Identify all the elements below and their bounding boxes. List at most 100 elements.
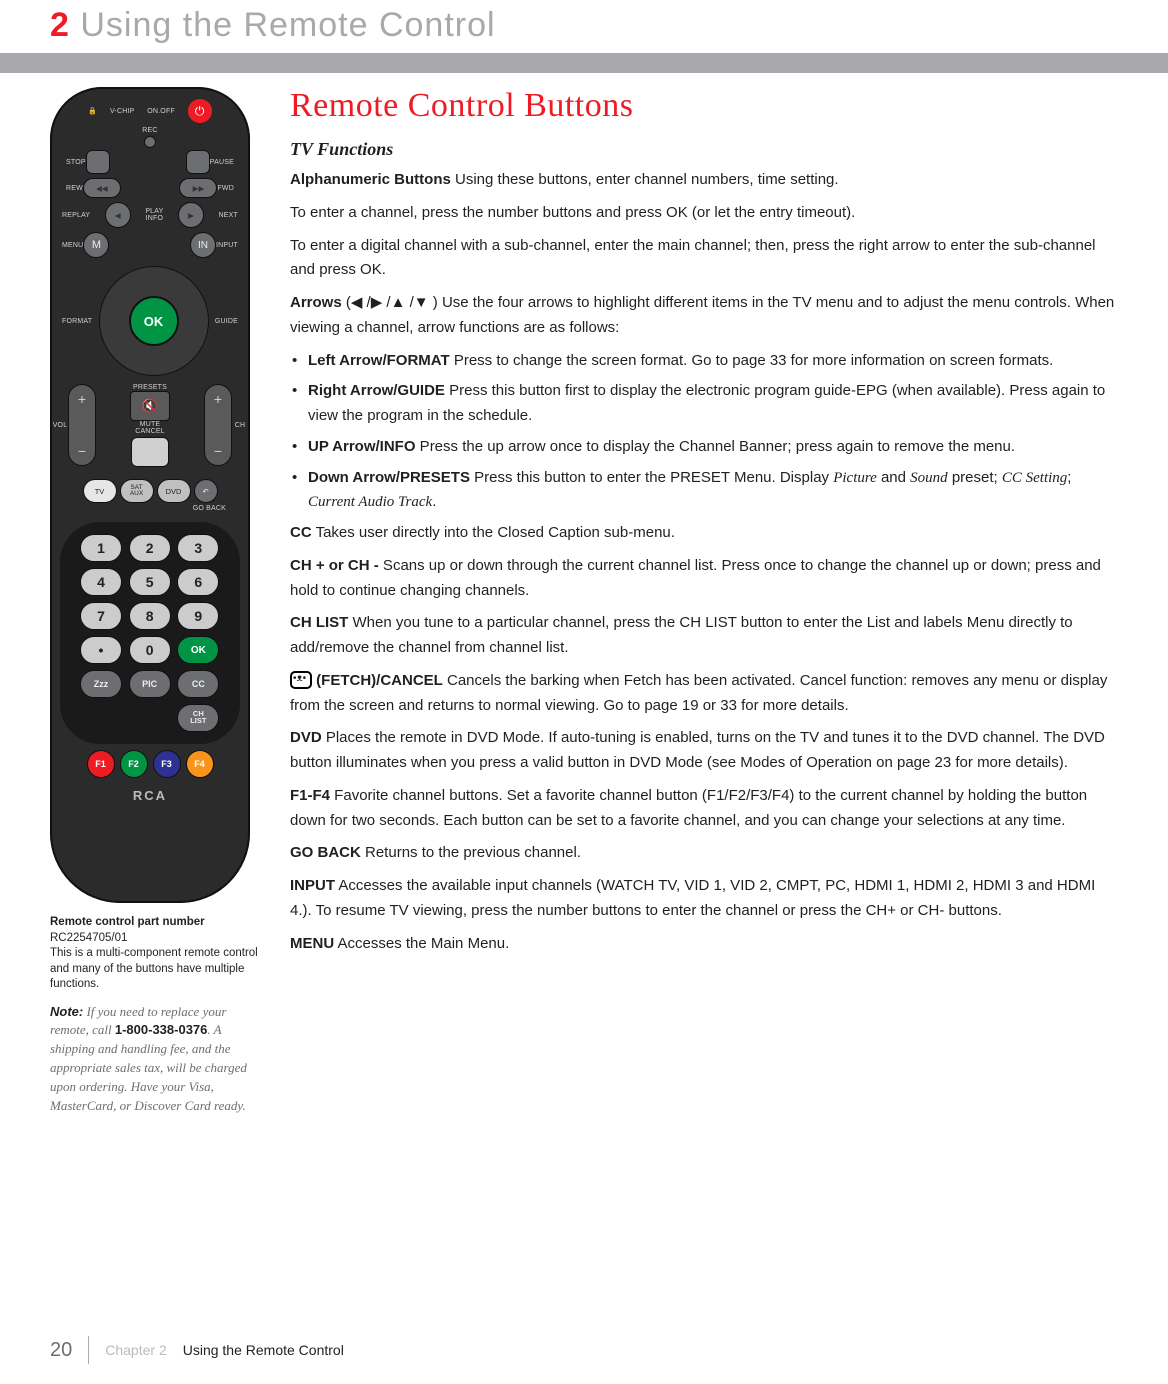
menu-m-button: M — [83, 232, 109, 258]
remote-caption: Remote control part number RC2254705/01 … — [50, 915, 266, 993]
lead-cc: CC — [290, 524, 312, 541]
num-8: 8 — [129, 602, 171, 630]
fwd-button: ▶▶ — [179, 178, 217, 198]
number-pad: 1 2 3 4 5 6 7 8 9 • 0 OK Zzz PIC CC CH L… — [60, 522, 240, 744]
lead-guide: Right Arrow/GUIDE — [308, 382, 445, 399]
it-ccsetting: CC Setting — [1002, 470, 1067, 486]
next-button: ▶ — [178, 202, 204, 228]
page-number: 20 — [50, 1339, 72, 1362]
replay-button: ◀ — [105, 202, 131, 228]
dog-icon — [290, 671, 312, 689]
lead-arrows: Arrows — [290, 294, 342, 311]
brand-logo: RCA — [60, 788, 240, 803]
label-goback: GO BACK — [60, 505, 240, 512]
fetch-dog-button — [131, 437, 169, 467]
lead-presets: Down Arrow/PRESETS — [308, 469, 470, 486]
note-label: Note: — [50, 1004, 83, 1019]
caption-desc: This is a multi-component remote control… — [50, 946, 266, 993]
pause-button — [186, 150, 210, 174]
text-alpha-p3: To enter a digital channel with a sub-ch… — [290, 234, 1118, 284]
text-format: Press to change the screen format. Go to… — [450, 352, 1054, 369]
lead-dvd: DVD — [290, 729, 322, 746]
lead-chlist: CH LIST — [290, 614, 348, 631]
label-pause: PAUSE — [210, 159, 234, 166]
page-footer: 20 Chapter 2 Using the Remote Control — [50, 1336, 1118, 1364]
it-sound: Sound — [910, 470, 948, 486]
btn-cc: CC — [177, 670, 219, 698]
num-dot: • — [80, 636, 122, 664]
text-ch: Scans up or down through the current cha… — [290, 557, 1101, 599]
lead-ch: CH + or CH - — [290, 557, 379, 574]
num-5: 5 — [129, 568, 171, 596]
section-subhead: TV Functions — [290, 139, 1118, 160]
label-ch: CH — [235, 422, 246, 429]
text-and: and — [877, 469, 910, 486]
btn-pic: PIC — [129, 670, 171, 698]
text-chlist: When you tune to a particular channel, p… — [290, 614, 1073, 656]
vol-rocker: +− — [68, 384, 96, 466]
it-picture: Picture — [833, 470, 877, 486]
chapter-number: 2 — [50, 6, 70, 44]
label-vol: VOL — [53, 422, 68, 429]
replacement-note: Note: If you need to replace your remote… — [50, 1003, 266, 1116]
power-icon: ⏻ — [188, 99, 212, 123]
src-goback: ↶ — [194, 479, 218, 503]
rew-button: ◀◀ — [83, 178, 121, 198]
label-playinfo: PLAY INFO — [145, 208, 163, 222]
fbtn-f1: F1 — [87, 750, 115, 778]
num-3: 3 — [177, 534, 219, 562]
label-format: FORMAT — [62, 318, 92, 325]
remote-illustration: 🔒 V-CHIP ON.OFF ⏻ REC STOP PAUSE REW ◀◀ … — [50, 87, 250, 903]
fbtn-f2: F2 — [120, 750, 148, 778]
num-2: 2 — [129, 534, 171, 562]
label-rec: REC — [60, 127, 240, 134]
note-phone: 1-800-338-0376 — [115, 1022, 208, 1037]
text-presets-a: Press this button to enter the PRESET Me… — [470, 469, 833, 486]
label-input: INPUT — [216, 242, 238, 249]
label-menu: MENU — [62, 242, 83, 249]
footer-divider — [88, 1336, 89, 1364]
text-alphanumeric: Using these buttons, enter channel numbe… — [451, 171, 839, 188]
label-mute: MUTE — [140, 421, 161, 428]
num-1: 1 — [80, 534, 122, 562]
section-title: Remote Control Buttons — [290, 87, 1118, 125]
fbtn-f4: F4 — [186, 750, 214, 778]
ok-button: OK — [129, 296, 179, 346]
fbtn-f3: F3 — [153, 750, 181, 778]
label-guide: GUIDE — [215, 318, 238, 325]
footer-chapter-title: Using the Remote Control — [183, 1342, 344, 1358]
input-in-button: IN — [190, 232, 216, 258]
ch-rocker: +− — [204, 384, 232, 466]
chapter-header: 2 Using the Remote Control — [50, 6, 1118, 45]
label-fwd: FWD — [217, 185, 234, 192]
label-replay: REPLAY — [62, 212, 90, 219]
label-onoff: ON.OFF — [147, 108, 175, 115]
src-sataux: SAT AUX — [120, 479, 154, 503]
label-stop: STOP — [66, 159, 86, 166]
num-0: 0 — [129, 636, 171, 664]
caption-partnum: RC2254705/01 — [50, 932, 127, 944]
text-dvd: Places the remote in DVD Mode. If auto-t… — [290, 729, 1105, 771]
lead-alphanumeric: Alphanumeric Buttons — [290, 171, 451, 188]
label-next: NEXT — [219, 212, 238, 219]
text-info: Press the up arrow once to display the C… — [416, 438, 1016, 455]
text-sc: ; — [1067, 469, 1071, 486]
mute-button: 🔇 — [130, 391, 170, 421]
label-rew: REW — [66, 185, 83, 192]
f-button-row: F1F2F3F4 — [60, 750, 240, 778]
btn-zzz: Zzz — [80, 670, 122, 698]
chapter-title: Using the Remote Control — [80, 6, 495, 44]
chapter-band — [0, 53, 1168, 73]
caption-label: Remote control part number — [50, 916, 205, 928]
lead-fetch: (FETCH)/CANCEL — [316, 672, 443, 689]
footer-chapter-label: Chapter 2 — [105, 1342, 166, 1358]
text-alpha-p2: To enter a channel, press the number but… — [290, 201, 1118, 226]
src-tv: TV — [83, 479, 117, 503]
num-7: 7 — [80, 602, 122, 630]
label-vchip: V-CHIP — [110, 108, 135, 115]
lead-info: UP Arrow/INFO — [308, 438, 416, 455]
lead-goback: GO BACK — [290, 844, 361, 861]
it-cat: Current Audio Track — [308, 494, 432, 510]
num-6: 6 — [177, 568, 219, 596]
text-menu: Accesses the Main Menu. — [334, 935, 509, 952]
